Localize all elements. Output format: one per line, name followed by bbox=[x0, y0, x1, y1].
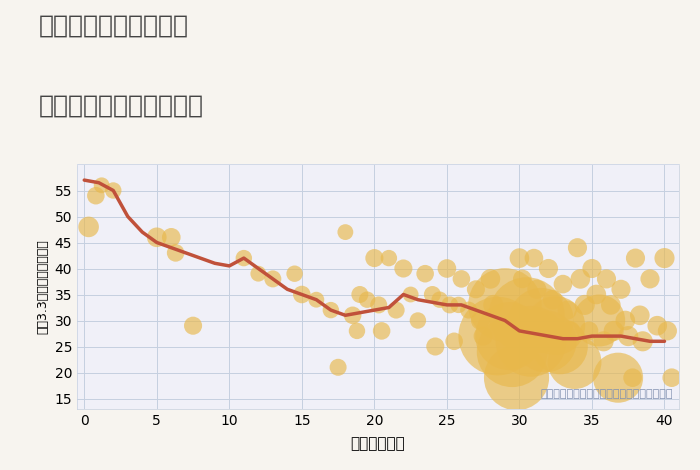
Point bbox=[384, 254, 395, 262]
Point bbox=[620, 317, 631, 324]
Point bbox=[340, 228, 351, 236]
Point bbox=[622, 332, 634, 340]
Point bbox=[412, 317, 423, 324]
Point bbox=[565, 327, 576, 335]
Point bbox=[405, 291, 416, 298]
Point bbox=[354, 291, 365, 298]
X-axis label: 築年数（年）: 築年数（年） bbox=[351, 436, 405, 451]
Point bbox=[391, 306, 402, 314]
Point bbox=[554, 343, 566, 350]
Point bbox=[594, 317, 605, 324]
Point bbox=[504, 332, 515, 340]
Point bbox=[151, 234, 162, 241]
Point bbox=[587, 265, 598, 272]
Point bbox=[419, 270, 430, 277]
Point bbox=[561, 306, 573, 314]
Point bbox=[542, 265, 554, 272]
Point bbox=[430, 343, 441, 350]
Point bbox=[557, 280, 568, 288]
Point bbox=[376, 327, 387, 335]
Point bbox=[488, 301, 499, 309]
Point bbox=[536, 317, 547, 324]
Point bbox=[608, 327, 620, 335]
Text: 埼玉県日高市武蔵台の: 埼玉県日高市武蔵台の bbox=[38, 14, 188, 38]
Point bbox=[601, 275, 612, 282]
Point bbox=[591, 291, 602, 298]
Point bbox=[90, 192, 101, 199]
Point bbox=[492, 332, 503, 340]
Point bbox=[531, 286, 542, 293]
Point bbox=[569, 358, 580, 366]
Point bbox=[434, 296, 445, 304]
Point bbox=[584, 327, 595, 335]
Point bbox=[456, 275, 467, 282]
Point bbox=[634, 312, 645, 319]
Point bbox=[351, 327, 363, 335]
Point bbox=[511, 374, 522, 382]
Point bbox=[606, 301, 617, 309]
Text: 円の大きさは、取引のあった物件面積を示す: 円の大きさは、取引のあった物件面積を示す bbox=[540, 389, 673, 399]
Point bbox=[485, 275, 496, 282]
Point bbox=[289, 270, 300, 277]
Point bbox=[238, 254, 249, 262]
Point bbox=[253, 270, 264, 277]
Point bbox=[369, 254, 380, 262]
Point bbox=[612, 374, 624, 382]
Point bbox=[630, 254, 641, 262]
Point bbox=[347, 312, 358, 319]
Point bbox=[296, 291, 307, 298]
Point bbox=[514, 254, 525, 262]
Point bbox=[659, 254, 670, 262]
Point bbox=[108, 187, 119, 194]
Point bbox=[637, 337, 648, 345]
Point bbox=[170, 249, 181, 257]
Point bbox=[550, 322, 561, 329]
Point bbox=[575, 275, 586, 282]
Point bbox=[477, 332, 489, 340]
Point bbox=[528, 254, 540, 262]
Point bbox=[188, 322, 199, 329]
Point bbox=[166, 234, 177, 241]
Point bbox=[470, 286, 482, 293]
Point bbox=[361, 296, 372, 304]
Point bbox=[326, 306, 337, 314]
Point bbox=[517, 275, 528, 282]
Point bbox=[526, 337, 537, 345]
Point bbox=[449, 337, 460, 345]
Y-axis label: 坪（3.3㎡）単価（万円）: 坪（3.3㎡）単価（万円） bbox=[36, 239, 49, 334]
Point bbox=[311, 296, 322, 304]
Point bbox=[398, 265, 409, 272]
Point bbox=[598, 337, 609, 345]
Point bbox=[83, 223, 94, 231]
Point bbox=[540, 337, 551, 345]
Point bbox=[662, 327, 673, 335]
Point bbox=[507, 348, 518, 355]
Point bbox=[441, 265, 452, 272]
Point bbox=[475, 317, 486, 324]
Point bbox=[267, 275, 279, 282]
Point bbox=[652, 322, 663, 329]
Point bbox=[427, 291, 438, 298]
Point bbox=[444, 301, 456, 309]
Text: 築年数別中古戸建て価格: 築年数別中古戸建て価格 bbox=[38, 94, 204, 118]
Point bbox=[645, 275, 656, 282]
Point bbox=[463, 306, 475, 314]
Point bbox=[615, 286, 626, 293]
Point bbox=[453, 301, 464, 309]
Point bbox=[332, 363, 344, 371]
Point bbox=[96, 181, 107, 189]
Point bbox=[521, 312, 532, 319]
Point bbox=[572, 244, 583, 251]
Point bbox=[666, 374, 678, 382]
Point bbox=[499, 301, 510, 309]
Point bbox=[373, 301, 384, 309]
Point bbox=[627, 374, 638, 382]
Point bbox=[547, 296, 559, 304]
Point bbox=[579, 301, 590, 309]
